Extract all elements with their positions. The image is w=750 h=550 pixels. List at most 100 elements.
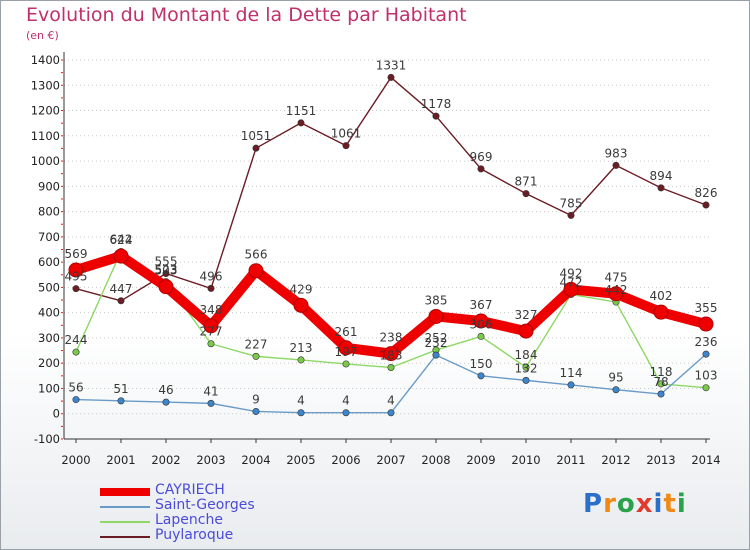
data-label: 495 [65,270,88,284]
data-label: 56 [68,381,83,395]
data-label: 969 [470,150,493,164]
logo-letter: x [635,489,654,519]
data-label: 236 [695,335,718,349]
data-point [342,360,350,368]
legend-label: Puylaroque [155,527,234,543]
data-point [338,340,354,356]
data-point [72,396,80,404]
data-label: 232 [425,336,448,350]
legend-label: CAYRIECH [155,482,225,498]
data-label: 114 [560,366,583,380]
data-label: 871 [515,175,538,189]
data-point [567,381,575,389]
data-point [117,297,125,305]
data-point [117,397,125,405]
legend-label: Saint-Georges [155,497,255,513]
data-point [68,262,84,278]
data-point [72,285,80,293]
proxiti-logo: Proxiti [583,489,687,519]
y-tick-label: 1000 [31,154,60,168]
data-label: 213 [290,341,313,355]
data-point [522,363,530,371]
data-label: 9 [252,392,260,406]
data-point [522,190,530,198]
data-point [248,263,264,279]
data-point [387,73,395,81]
data-point [203,318,219,334]
data-point [477,165,485,173]
data-label: 132 [515,361,538,375]
y-tick-label: 1300 [31,78,60,92]
legend-swatch [100,536,150,538]
data-point [207,399,215,407]
data-label: 41 [203,384,218,398]
x-tick-label: 2001 [106,453,135,467]
data-label: 566 [245,248,268,262]
data-point [702,384,710,392]
x-tick-label: 2012 [601,453,630,467]
data-label: 118 [650,365,673,379]
data-label: 4 [387,394,395,408]
data-point [297,409,305,417]
y-tick-label: 800 [38,205,60,219]
legend-swatch [100,506,150,508]
x-tick-label: 2009 [466,453,495,467]
data-point [653,304,669,320]
data-point [657,184,665,192]
data-label: 1331 [376,58,407,72]
y-tick-label: 600 [38,255,60,269]
data-point [473,313,489,329]
y-tick-label: 300 [38,331,60,345]
data-label: 4 [297,394,305,408]
data-point [432,112,440,120]
y-tick-label: 100 [38,381,60,395]
data-label: 244 [65,333,88,347]
data-point [563,281,579,297]
data-label: 306 [470,317,493,331]
data-label: 367 [470,298,493,312]
data-point [567,211,575,219]
x-tick-label: 2008 [421,453,450,467]
data-label: 1151 [286,104,317,118]
data-label: 569 [65,247,88,261]
data-point [252,352,260,360]
y-tick-label: 1200 [31,104,60,118]
data-label: 252 [425,331,448,345]
y-tick-label: 500 [38,280,60,294]
data-point [477,332,485,340]
data-label: 197 [335,345,358,359]
data-label: 78 [653,375,668,389]
logo-letter: P [583,489,604,519]
x-tick-label: 2002 [151,453,180,467]
x-tick-label: 2013 [646,453,675,467]
y-tick-label: 1100 [31,129,60,143]
x-tick-label: 2006 [331,453,360,467]
data-label: 1061 [331,127,362,141]
legend-swatch [100,521,150,523]
data-point [608,286,624,302]
data-point [297,356,305,364]
data-label: 983 [605,146,628,160]
logo-letter: t [663,489,677,519]
data-point [612,161,620,169]
data-label: 826 [695,186,718,200]
x-tick-label: 2000 [61,453,90,467]
data-point [252,407,260,415]
data-label: 150 [470,357,493,371]
logo-letter: i [676,489,687,519]
data-label: 492 [560,266,583,280]
data-label: 51 [113,382,128,396]
data-label: 402 [650,289,673,303]
data-point [612,386,620,394]
data-point [158,279,174,295]
data-label: 261 [335,325,358,339]
data-point [387,363,395,371]
x-tick-label: 2003 [196,453,225,467]
legend-label: Lapenche [155,512,223,528]
data-label: 327 [515,308,538,322]
x-tick-label: 2005 [286,453,315,467]
data-label: 523 [155,263,178,277]
data-label: 785 [560,196,583,210]
data-label: 4 [342,394,350,408]
